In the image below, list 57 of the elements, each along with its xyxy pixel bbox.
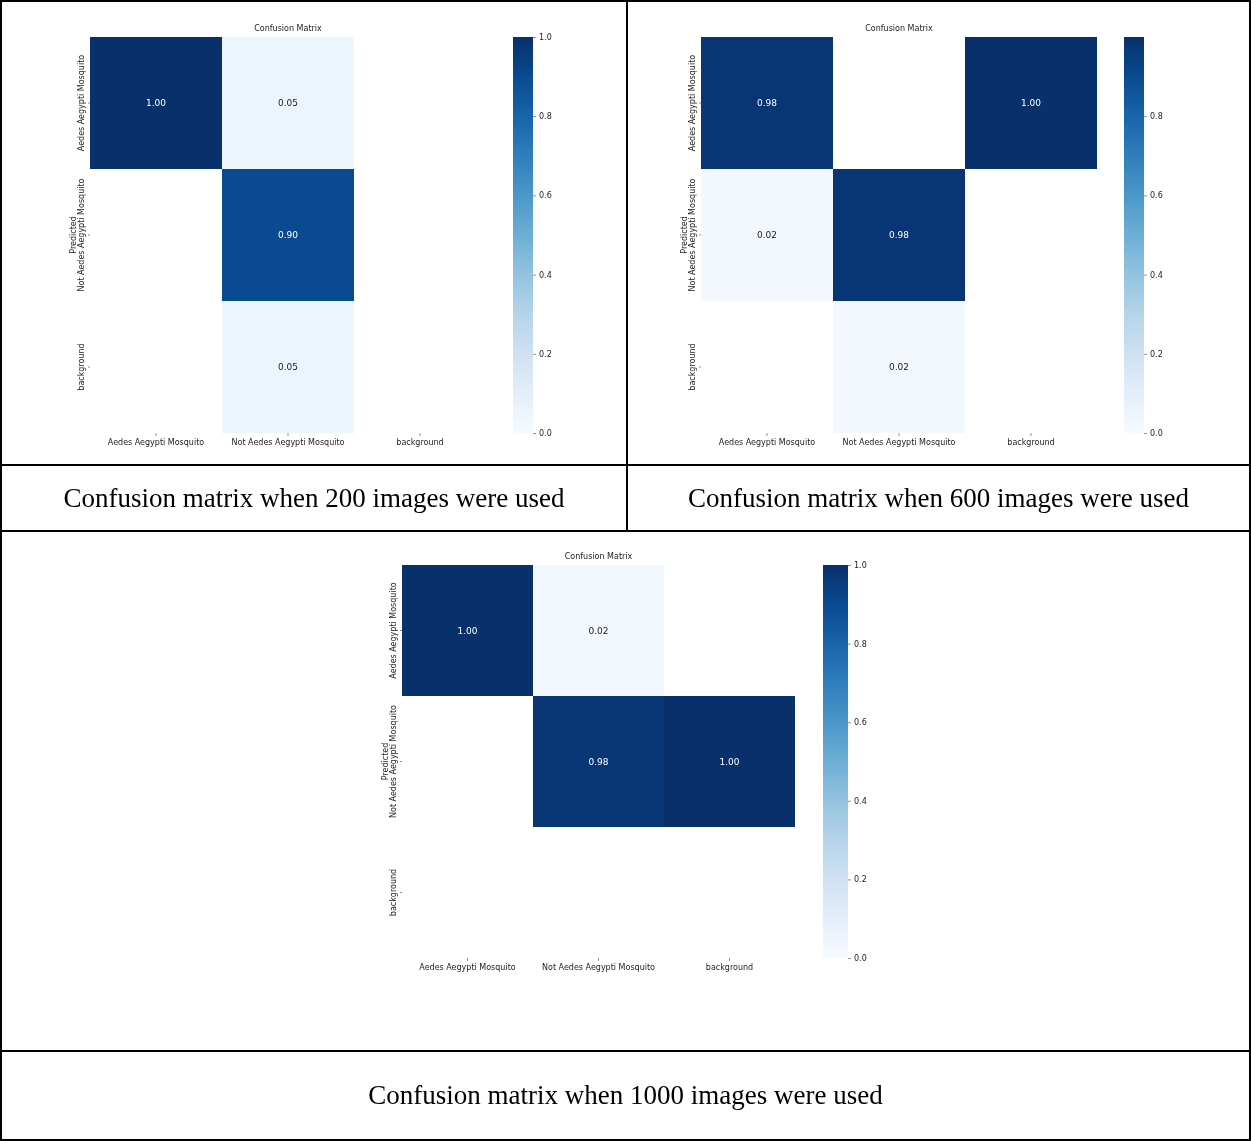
data-label: 1.00 [719,756,740,767]
x-tick-label: Not Aedes Aegypti Mosquito [231,437,345,447]
color-bar-label: 0.4 [539,270,552,280]
y-tick-label: Not Aedes Aegypti Mosquito [389,704,398,818]
x-tick-label: Not Aedes Aegypti Mosquito [542,962,656,972]
x-tick-label: Aedes Aegypti Mosquito [107,437,205,447]
data-label: 0.05 [277,98,299,109]
color-bar-label: 0.6 [539,191,552,201]
data-label: 0.98 [756,98,778,109]
y-tick-label: Aedes Aegypti Mosquito [77,54,86,152]
color-bar-label: 0.2 [854,875,867,885]
color-bar-label: 0.0 [1150,429,1163,439]
y-tick-label: background [688,343,697,391]
chart-title: Confusion Matrix [564,552,633,561]
color-bar-label: 0.4 [1150,270,1163,280]
y-tick-label: Not Aedes Aegypti Mosquito [77,178,86,292]
x-tick-label: Not Aedes Aegypti Mosquito [842,437,956,447]
data-label: 0.05 [277,362,299,373]
y-axis-title: Predicted [69,216,78,254]
data-label: 0.98 [888,230,910,241]
color-bar-label: 1.0 [854,561,867,571]
x-tick-label: Aedes Aegypti Mosquito [419,962,516,972]
color-bar-label: 0.8 [1150,112,1163,122]
color-bar-label: 0.6 [1150,191,1163,201]
color-bar-label: 0.8 [854,639,867,649]
y-tick-label: background [389,868,398,917]
chart-title: Confusion Matrix [865,24,934,33]
data-label: 0.02 [888,362,910,373]
x-tick-label: background [1007,437,1055,447]
color-bar-label: 0.0 [539,429,552,439]
data-label: 0.02 [588,625,609,636]
color-bar-label: 0.4 [854,796,867,806]
text: Confusion matrix when 1000 images were used [0,1052,1251,1141]
chart-title: Confusion Matrix [254,24,323,33]
text: Confusion matrix when 600 images were used [626,466,1251,532]
x-tick-label: background [705,962,754,972]
data-label: 1.00 [1020,98,1042,109]
x-tick-label: Aedes Aegypti Mosquito [718,437,816,447]
y-axis-title: Predicted [680,216,689,254]
data-label: 0.98 [588,756,609,767]
x-tick-label: background [396,437,444,447]
y-tick-label: Aedes Aegypti Mosquito [389,582,398,679]
data-label: 1.00 [145,98,167,109]
color-bar-label: 0.6 [854,718,867,728]
y-tick-label: Not Aedes Aegypti Mosquito [688,178,697,292]
color-bar-label: 0.2 [1150,349,1163,359]
color-bar-label: 0.8 [539,112,552,122]
color-bar-label: 0.0 [854,954,867,964]
data-label: 0.90 [277,230,299,241]
text: Confusion matrix when 200 images were used [0,466,628,532]
data-label: 0.02 [756,230,778,241]
data-label: 1.00 [457,625,478,636]
y-tick-label: Aedes Aegypti Mosquito [688,54,697,152]
y-axis-title: Predicted [381,742,390,781]
color-bar-label: 0.2 [539,349,552,359]
y-tick-label: background [77,343,86,391]
color-bar-label: 1.0 [539,33,552,43]
